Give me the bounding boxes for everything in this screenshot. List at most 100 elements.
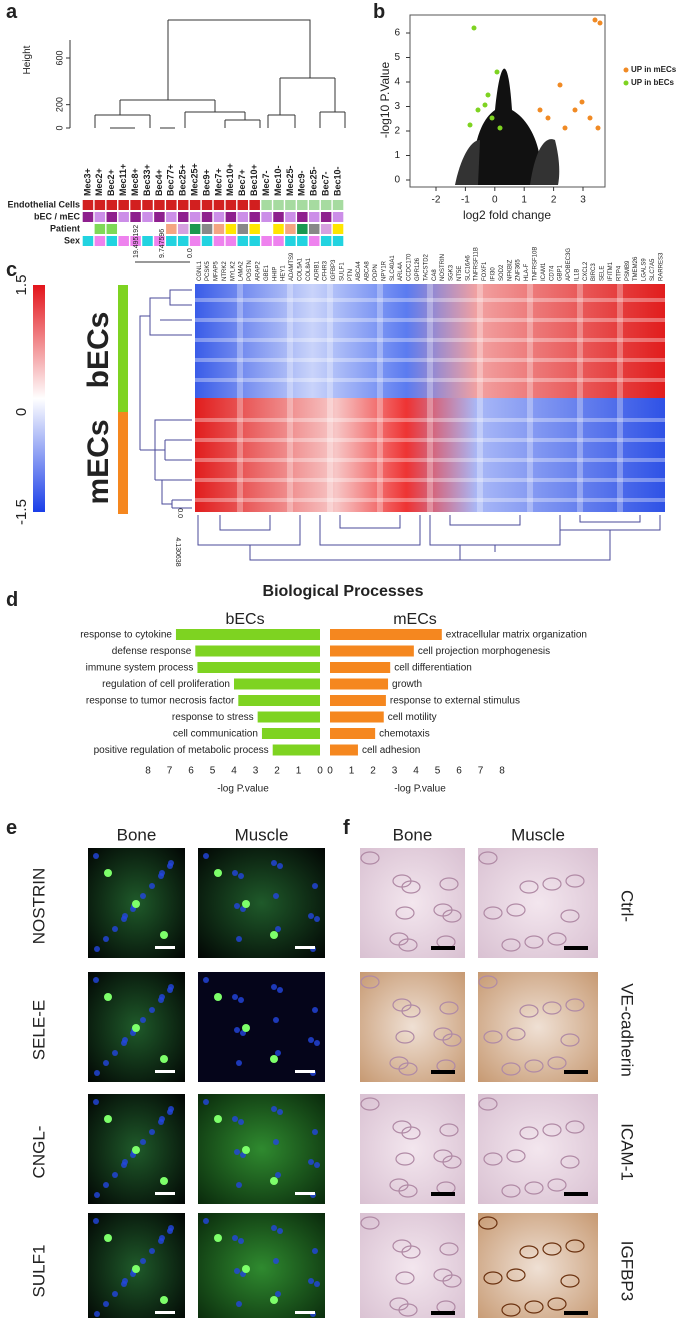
signal <box>242 900 250 908</box>
group-label: mECs <box>82 419 115 504</box>
tissue <box>389 1056 409 1070</box>
nucleus <box>277 987 283 993</box>
nucleus <box>308 1159 314 1165</box>
signal <box>242 1024 250 1032</box>
nucleus <box>234 1268 240 1274</box>
nucleus <box>112 1172 118 1178</box>
track-cell <box>130 224 141 234</box>
track-cell <box>297 224 308 234</box>
tissue <box>483 1152 503 1166</box>
nucleus <box>308 913 314 919</box>
x-tick-label: 0 <box>317 766 323 777</box>
track-cell <box>261 236 272 246</box>
column-label: Bone <box>117 825 157 844</box>
sample-label: Mec25- <box>285 165 295 196</box>
gene-label: PCSK5 <box>205 261 211 281</box>
gene-label: CCDC170 <box>407 253 413 281</box>
tissue <box>565 998 585 1012</box>
gene-label: RARRES3 <box>658 252 664 281</box>
track-cell <box>118 224 129 234</box>
group-bar <box>118 285 128 412</box>
tissue <box>524 1181 544 1195</box>
gene-label: TNFRSF11B <box>474 247 480 281</box>
tissue <box>542 877 562 891</box>
x-tick-label: 0 <box>327 766 333 777</box>
gene-label: SLC40A1 <box>390 255 396 281</box>
term-label: growth <box>392 679 422 690</box>
nucleus <box>236 936 242 942</box>
tissue <box>542 1123 562 1137</box>
track-cell <box>189 224 201 234</box>
scale-label: -1.5 <box>13 499 30 525</box>
track-cell <box>154 200 165 210</box>
x-tick-label: 8 <box>499 766 505 777</box>
scale-bar <box>155 946 175 949</box>
track-cell <box>201 212 213 222</box>
legend-marker <box>623 80 629 86</box>
track-cell <box>213 224 225 234</box>
micrograph <box>478 972 598 1082</box>
track-label: Patient <box>50 223 80 233</box>
nucleus <box>122 1037 128 1043</box>
tissue <box>439 1123 459 1137</box>
sample-label: Bec25- <box>309 166 319 196</box>
tissue <box>483 1271 503 1285</box>
signal <box>132 1146 140 1154</box>
track-cell <box>166 200 177 210</box>
x-tick-label: 3 <box>392 766 398 777</box>
signal <box>104 1115 112 1123</box>
gene-label: ARAP2 <box>256 261 262 281</box>
bar <box>330 678 389 690</box>
gene-label: ADAMTS9 <box>289 252 295 281</box>
nucleus <box>168 860 174 866</box>
bar <box>330 744 358 756</box>
track-cell <box>320 200 332 210</box>
nucleus <box>93 1218 99 1224</box>
track-cell <box>332 212 344 222</box>
col-dendrogram <box>197 515 661 561</box>
track-cell <box>249 200 260 210</box>
nucleus <box>236 1301 242 1307</box>
track-cell <box>154 236 165 246</box>
track-cell <box>166 224 177 234</box>
tissue <box>565 1239 585 1253</box>
tissue <box>392 1239 412 1253</box>
scale-bar <box>155 1070 175 1073</box>
nucleus <box>312 1007 318 1013</box>
nucleus <box>275 1172 281 1178</box>
y-tick-label: 3 <box>394 101 400 112</box>
nucleus <box>103 1060 109 1066</box>
legend-marker <box>623 67 629 73</box>
nucleus <box>308 1037 314 1043</box>
tissue <box>360 1216 380 1230</box>
bar <box>238 695 320 706</box>
tissue <box>501 1062 521 1076</box>
sample-label: Mec9- <box>297 170 307 196</box>
column-label: Bone <box>393 825 433 844</box>
signal <box>214 993 222 1001</box>
track-cell <box>225 200 237 210</box>
y-tick-label: 600 <box>54 50 64 65</box>
gene-label: TMEM26 <box>633 256 639 281</box>
tissue <box>433 903 453 917</box>
term-label: response to tumor necrosis factor <box>86 696 235 707</box>
track-cell <box>273 224 284 234</box>
signal <box>104 1234 112 1242</box>
nucleus <box>94 1070 100 1076</box>
bar <box>197 662 320 673</box>
group-label: bECs <box>82 312 115 389</box>
track-cell <box>225 236 237 246</box>
nucleus <box>93 977 99 983</box>
nucleus <box>238 1238 244 1244</box>
gene-label: RTP4 <box>616 265 622 281</box>
tissue <box>478 1216 498 1230</box>
track-cell <box>249 212 260 222</box>
nucleus <box>203 977 209 983</box>
nucleus <box>277 863 283 869</box>
bar <box>175 629 320 640</box>
sample-label: Bec4+ <box>154 169 164 196</box>
tissue <box>439 1001 459 1015</box>
tissue <box>395 1030 415 1044</box>
nucleus <box>236 1182 242 1188</box>
